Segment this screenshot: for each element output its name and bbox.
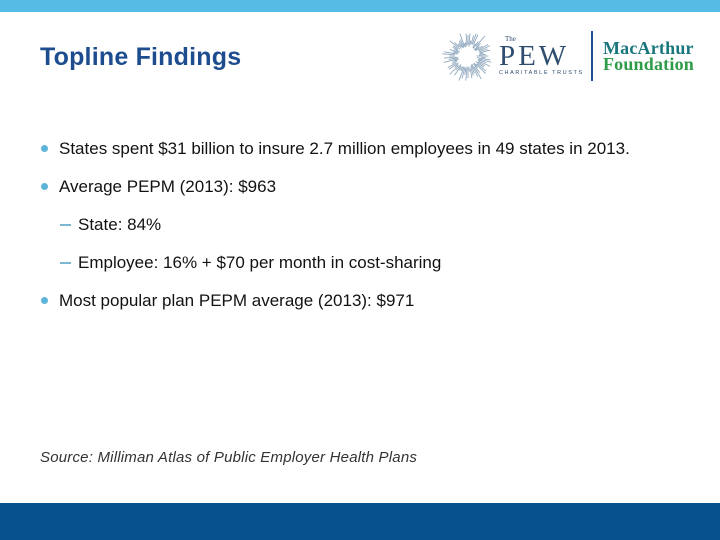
macarthur-logo-line1: MacArthur	[602, 38, 694, 58]
page-title: Topline Findings	[40, 43, 242, 71]
bullet-dot-icon	[41, 297, 48, 304]
bullet-item: Average PEPM (2013): $963	[40, 174, 676, 200]
macarthur-logo-line2: Foundation	[602, 54, 694, 74]
bullet-list: States spent $31 billion to insure 2.7 m…	[40, 136, 676, 326]
source-citation: Source: Milliman Atlas of Public Employe…	[40, 449, 418, 466]
macarthur-foundation-logo: MacArthur Foundation	[602, 38, 694, 74]
bullet-text: Most popular plan PEPM average (2013): $…	[59, 291, 415, 310]
bullet-dot-icon	[41, 145, 48, 152]
bottom-accent-bar	[0, 503, 720, 540]
bullet-dot-icon	[41, 183, 48, 190]
bullet-dash-icon	[60, 262, 71, 264]
bullet-item: States spent $31 billion to insure 2.7 m…	[40, 136, 676, 162]
pew-logo-tagline: CHARITABLE TRUSTS	[498, 69, 584, 76]
bullet-text: States spent $31 billion to insure 2.7 m…	[59, 139, 630, 158]
top-accent-bar	[0, 0, 720, 12]
pew-sunburst-icon	[439, 27, 497, 85]
sub-bullet-text: Employee: 16% + $70 per month in cost-sh…	[78, 253, 442, 272]
pew-logo-name: PEW	[498, 39, 570, 72]
pew-logo: The PEW CHARITABLE TRUSTS	[498, 34, 585, 77]
sub-bullet-text: State: 84%	[78, 215, 162, 234]
logo-group: The PEW CHARITABLE TRUSTS MacArthur Foun…	[439, 27, 694, 85]
bullet-item: Most popular plan PEPM average (2013): $…	[40, 288, 676, 314]
pew-logo-the: The	[504, 34, 516, 43]
bullet-dash-icon	[60, 224, 71, 226]
bullet-text: Average PEPM (2013): $963	[59, 177, 277, 196]
sub-bullet-item: Employee: 16% + $70 per month in cost-sh…	[60, 250, 676, 276]
logo-divider	[590, 31, 593, 81]
sub-bullet-item: State: 84%	[60, 212, 676, 238]
